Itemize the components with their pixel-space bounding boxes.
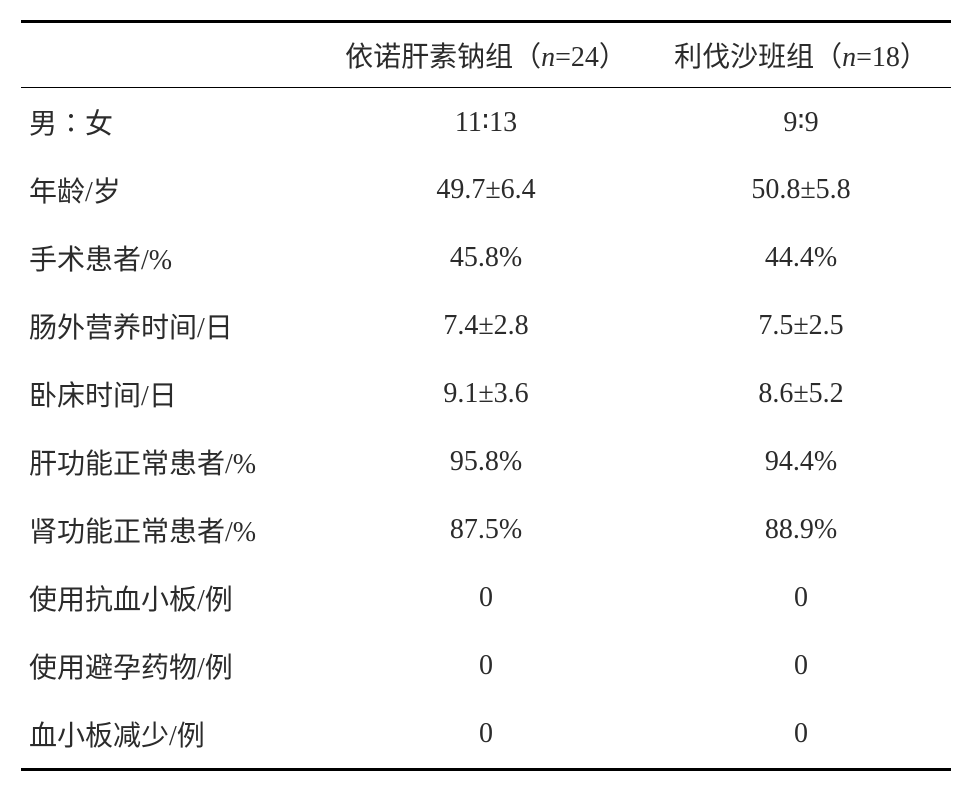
paren-close: ）: [900, 42, 928, 73]
cell-group-2: 0: [651, 564, 951, 632]
table-body: 男∶女11∶139∶9年龄/岁49.7±6.450.8±5.8手术患者/%45.…: [21, 88, 951, 770]
row-label: 男∶女: [21, 88, 321, 157]
cell-group-2: 7.5±2.5: [651, 292, 951, 360]
header-group-2-name: 利伐沙班组: [674, 42, 814, 73]
table-row: 肝功能正常患者/%95.8%94.4%: [21, 428, 951, 496]
row-label: 年龄/岁: [21, 156, 321, 224]
header-group-2: 利伐沙班组（n=18）: [651, 22, 951, 88]
header-n-val-2: =18: [856, 42, 900, 73]
cell-group-2: 8.6±5.2: [651, 360, 951, 428]
header-n-val-1: =24: [555, 42, 599, 73]
table-header-row: 依诺肝素钠组（n=24） 利伐沙班组（n=18）: [21, 22, 951, 88]
cell-group-1: 0: [321, 564, 651, 632]
cell-group-1: 11∶13: [321, 88, 651, 157]
cell-group-2: 94.4%: [651, 428, 951, 496]
row-label: 手术患者/%: [21, 224, 321, 292]
table-row: 手术患者/%45.8%44.4%: [21, 224, 951, 292]
table-row: 使用抗血小板/例00: [21, 564, 951, 632]
comparison-table: 依诺肝素钠组（n=24） 利伐沙班组（n=18） 男∶女11∶139∶9年龄/岁…: [21, 20, 951, 771]
table-row: 卧床时间/日9.1±3.68.6±5.2: [21, 360, 951, 428]
row-label: 肝功能正常患者/%: [21, 428, 321, 496]
table-row: 年龄/岁49.7±6.450.8±5.8: [21, 156, 951, 224]
cell-group-1: 49.7±6.4: [321, 156, 651, 224]
cell-group-1: 0: [321, 632, 651, 700]
table-row: 肾功能正常患者/%87.5%88.9%: [21, 496, 951, 564]
table-row: 血小板减少/例00: [21, 700, 951, 770]
cell-group-2: 50.8±5.8: [651, 156, 951, 224]
cell-group-1: 9.1±3.6: [321, 360, 651, 428]
header-group-1-name: 依诺肝素钠组: [345, 42, 513, 73]
cell-group-2: 0: [651, 700, 951, 770]
table-row: 使用避孕药物/例00: [21, 632, 951, 700]
paren-open: （: [814, 42, 842, 73]
row-label: 卧床时间/日: [21, 360, 321, 428]
row-label: 使用避孕药物/例: [21, 632, 321, 700]
header-n-var-2: n: [842, 42, 856, 73]
paren-open: （: [513, 42, 541, 73]
row-label: 肾功能正常患者/%: [21, 496, 321, 564]
cell-group-2: 88.9%: [651, 496, 951, 564]
row-label: 血小板减少/例: [21, 700, 321, 770]
header-group-1: 依诺肝素钠组（n=24）: [321, 22, 651, 88]
row-label: 肠外营养时间/日: [21, 292, 321, 360]
cell-group-2: 9∶9: [651, 88, 951, 157]
table-row: 男∶女11∶139∶9: [21, 88, 951, 157]
cell-group-2: 0: [651, 632, 951, 700]
header-n-var-1: n: [541, 42, 555, 73]
cell-group-1: 95.8%: [321, 428, 651, 496]
paren-close: ）: [599, 42, 627, 73]
cell-group-2: 44.4%: [651, 224, 951, 292]
cell-group-1: 45.8%: [321, 224, 651, 292]
header-empty: [21, 22, 321, 88]
table-row: 肠外营养时间/日7.4±2.87.5±2.5: [21, 292, 951, 360]
row-label: 使用抗血小板/例: [21, 564, 321, 632]
cell-group-1: 87.5%: [321, 496, 651, 564]
cell-group-1: 0: [321, 700, 651, 770]
cell-group-1: 7.4±2.8: [321, 292, 651, 360]
